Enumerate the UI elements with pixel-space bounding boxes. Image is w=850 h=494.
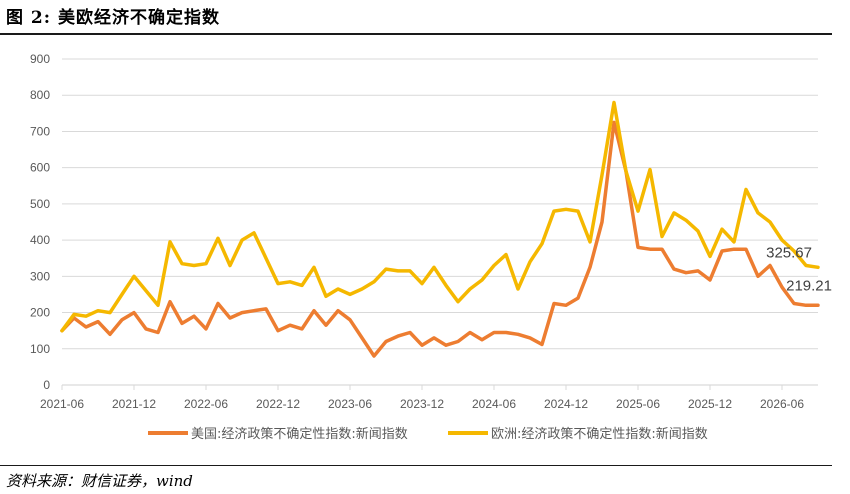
eu-series-line (60, 100, 820, 333)
figure-title: 图 2: 美欧经济不确定指数 (6, 8, 220, 28)
x-tick-label: 2025-06 (616, 397, 660, 411)
legend: 美国:经济政策不确定性指数:新闻指数 欧洲:经济政策不确定性指数:新闻指数 (148, 426, 708, 442)
bottom-rule (0, 465, 832, 466)
y-tick-label: 800 (30, 88, 50, 102)
x-tick-label: 2023-06 (328, 397, 372, 411)
y-tick-label: 700 (30, 124, 50, 138)
y-tick-label: 0 (43, 378, 50, 392)
gridlines (62, 58, 818, 386)
end-labels: 325.67 219.21 (766, 244, 832, 294)
us-end-label: 219.21 (786, 277, 832, 294)
us-series-line (60, 120, 820, 358)
y-tick-label: 400 (30, 233, 50, 247)
x-tick-label: 2026-06 (760, 397, 804, 411)
y-tick-label: 200 (30, 306, 50, 320)
x-tick-label: 2021-12 (112, 397, 156, 411)
top-rule (0, 33, 832, 35)
source-note: 资料来源：财信证券，wind (6, 472, 193, 490)
x-tick-label: 2023-12 (400, 397, 444, 411)
y-tick-label: 600 (30, 161, 50, 175)
y-tick-label: 100 (30, 342, 50, 356)
legend-eu-label: 欧洲:经济政策不确定性指数:新闻指数 (491, 426, 708, 442)
x-axis-ticks: 2021-06 2021-12 2022-06 2022-12 2023-06 2023-… (40, 385, 804, 411)
y-tick-label: 300 (30, 269, 50, 283)
eu-end-label: 325.67 (766, 244, 812, 261)
x-tick-label: 2022-12 (256, 397, 300, 411)
y-tick-label: 900 (30, 52, 50, 66)
legend-us-label: 美国:经济政策不确定性指数:新闻指数 (191, 426, 408, 442)
x-tick-label: 2024-06 (472, 397, 516, 411)
x-tick-label: 2021-06 (40, 397, 84, 411)
x-tick-label: 2022-06 (184, 397, 228, 411)
series-lines (60, 100, 820, 358)
y-tick-label: 500 (30, 197, 50, 211)
x-tick-label: 2025-12 (688, 397, 732, 411)
x-tick-label: 2024-12 (544, 397, 588, 411)
y-axis-ticks: 0 100 200 300 400 500 600 700 800 900 (30, 52, 50, 392)
